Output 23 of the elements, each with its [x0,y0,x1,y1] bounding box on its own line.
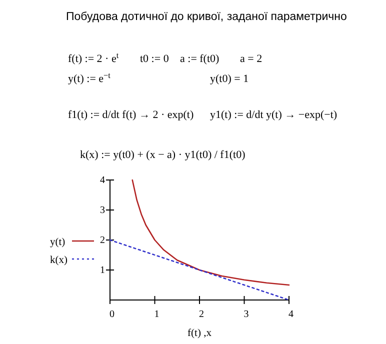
y-tick-label: 4 [100,175,105,186]
y-tick-label: 3 [100,205,105,216]
legend-label: y(t) [50,237,66,248]
x-tick-label: 0 [110,309,114,320]
line-series [132,179,290,286]
text: k(x) := y(t0) + (x − a) · y1(t0) / f1(t0) [80,149,246,161]
x-tick-label: 3 [244,309,249,320]
text: y(t0) = 1 [210,73,249,85]
text: f(t) := 2 · e$^{t}$ [68,50,120,65]
chart-title: Побудова дотичної до кривої, заданої параметрично [66,11,347,23]
text: a := f(t0) [180,53,220,65]
legend-label: k(x) [50,255,68,266]
text: a = 2 [240,53,262,65]
x-axis-title: f(t) ,x [188,328,212,339]
text: y1(t) := d/dt y(t) → −exp(−t) [210,109,338,121]
text: y(t) := e$^{−t}$ [68,70,112,85]
y-tick-label: 2 [100,235,105,246]
text: t0 := 0 [140,53,170,65]
text: f1(t) := d/dt f(t) → 2 · exp(t) [68,109,194,121]
x-tick-label: 4 [288,309,294,320]
y-tick-label: 1 [100,265,105,276]
x-tick-label: 1 [154,309,160,320]
x-tick-label: 2 [199,309,204,320]
